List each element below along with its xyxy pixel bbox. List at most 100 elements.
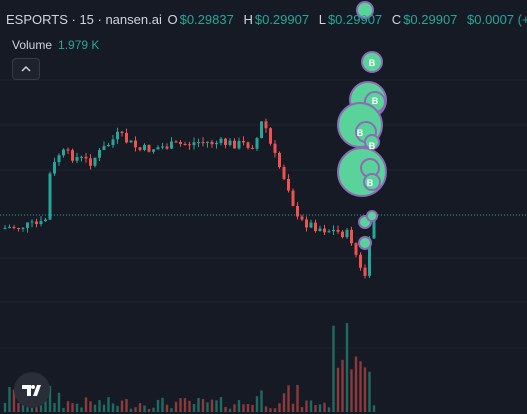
volume-bar: [156, 399, 160, 412]
candle-body: [107, 145, 110, 147]
candle-body: [314, 222, 317, 232]
volume-bar: [206, 402, 209, 412]
collapse-button[interactable]: [12, 58, 40, 80]
close-label: C: [391, 12, 402, 27]
candle-body: [255, 138, 259, 149]
volume-bar: [260, 390, 263, 412]
candle-body: [30, 221, 34, 223]
candle-body: [201, 142, 205, 144]
candle-body: [197, 142, 200, 144]
volume-bar: [359, 361, 362, 412]
open-label: O: [167, 12, 178, 27]
candle-body: [179, 142, 182, 144]
volume-bar: [197, 398, 200, 412]
candle-body: [102, 146, 106, 150]
bubble-label: B: [369, 141, 376, 151]
candle-body: [89, 158, 92, 166]
candle-body: [296, 205, 299, 217]
volume-bar: [228, 408, 232, 412]
volume-bar: [246, 403, 250, 412]
candle-body: [111, 139, 115, 146]
volume-bar: [363, 367, 367, 412]
volume-bar: [318, 404, 322, 412]
volume-bar: [12, 389, 16, 412]
candle-body: [318, 228, 322, 232]
candle-body: [188, 144, 191, 146]
volume-bar: [57, 392, 61, 412]
high-value: $0.29907: [254, 12, 310, 27]
volume-bar: [368, 371, 371, 412]
candle-body: [183, 143, 187, 145]
volume-bar: [116, 405, 119, 412]
volume-bar: [219, 397, 223, 412]
volume-bar: [327, 407, 331, 412]
candle-body: [66, 149, 70, 151]
volume-bar: [179, 398, 182, 412]
volume-bar: [17, 403, 20, 412]
candle-body: [116, 131, 119, 140]
trade-bubble: [361, 51, 383, 73]
volume-bar: [323, 402, 326, 412]
candle-body: [48, 173, 52, 220]
volume-bar: [8, 387, 11, 412]
volume-bar: [242, 404, 245, 412]
candle-body: [156, 147, 160, 150]
volume-bar: [39, 403, 43, 412]
volume-bar: [125, 399, 128, 412]
change-value: $0.0007 (+0: [467, 12, 527, 27]
candle-body: [219, 138, 223, 143]
volume-bar: [138, 403, 142, 412]
candle-body: [93, 157, 97, 166]
bubble-label: B: [367, 178, 374, 188]
candle-body: [147, 145, 151, 152]
candle-body: [62, 149, 65, 156]
candle-body: [368, 238, 371, 276]
candle-body: [143, 145, 146, 150]
volume-bar: [291, 403, 295, 412]
candle-body: [323, 228, 326, 233]
candle-body: [71, 150, 74, 161]
volume-bar: [350, 369, 353, 412]
volume-bar: [314, 404, 317, 412]
volume-bar: [273, 408, 277, 412]
candle-body: [359, 254, 362, 268]
bubble-label: B: [369, 58, 376, 68]
candle-body: [287, 178, 290, 191]
candle-body: [372, 216, 376, 239]
volume-bar: [143, 405, 146, 412]
volume-bar: [120, 400, 124, 412]
candle-body: [192, 142, 196, 146]
candle-body: [125, 132, 128, 143]
candle-body: [363, 267, 367, 276]
volume-bar: [161, 397, 164, 412]
volume-bar: [300, 407, 304, 412]
volume-bar: [372, 405, 376, 412]
candle-body: [305, 219, 308, 228]
volume-bar: [129, 408, 133, 412]
candle-body: [278, 152, 281, 168]
candle-body: [8, 226, 11, 228]
volume-bar: [62, 407, 65, 412]
volume-bar: [201, 399, 205, 412]
candle-body: [210, 141, 214, 145]
volume-bar: [170, 408, 173, 412]
logo-icon: [22, 385, 41, 396]
candle-body: [57, 155, 61, 163]
candle-body: [224, 138, 227, 145]
candle-body: [134, 140, 137, 148]
candle-body: [251, 147, 254, 149]
volume-bar: [147, 408, 151, 412]
volume-bar: [183, 398, 187, 412]
tradingview-logo[interactable]: [14, 372, 50, 408]
volume-label: Volume: [12, 38, 53, 52]
volume-bar: [332, 325, 335, 412]
low-label: L: [318, 12, 326, 27]
candle-body: [170, 141, 173, 149]
candle-body: [332, 229, 335, 232]
high-label: H: [243, 12, 253, 27]
volume-bar: [165, 404, 169, 412]
candle-body: [80, 156, 83, 158]
trade-bubble: [364, 134, 380, 150]
chevron-icon: [21, 65, 31, 72]
candle-body: [233, 140, 236, 149]
